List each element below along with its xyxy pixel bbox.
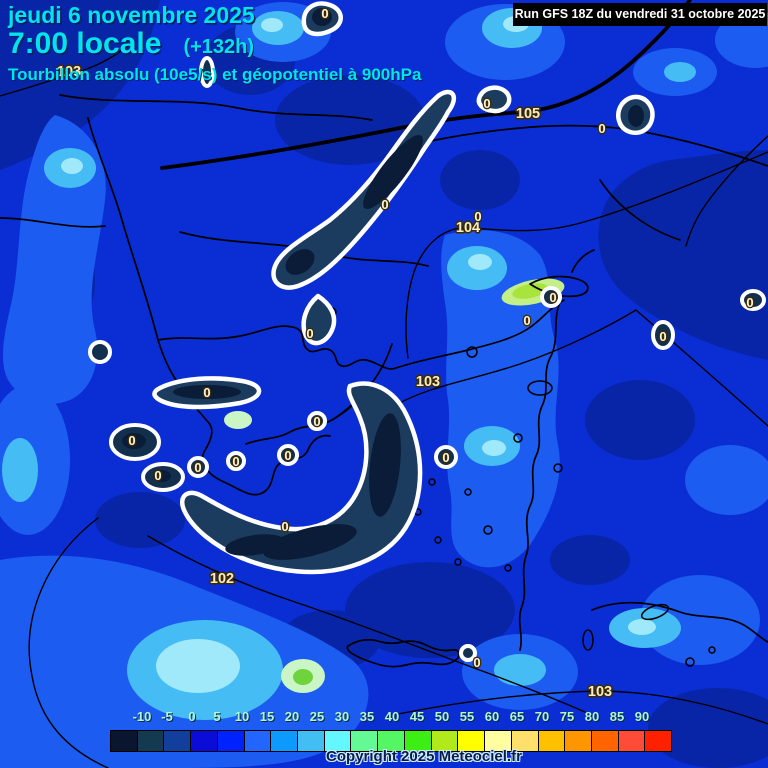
vorticity-zero-contours <box>88 1 766 662</box>
vorticity-zero-label: 0 <box>598 121 605 136</box>
colorbar-tick-label: 50 <box>434 709 450 724</box>
geopotential-label: 105 <box>516 106 540 122</box>
colorbar-cell <box>351 731 379 751</box>
vorticity-zero-label: 0 <box>313 414 320 429</box>
colorbar-cell <box>244 731 272 751</box>
colorbar-tick-label: 90 <box>634 709 650 724</box>
forecast-offset: (+132h) <box>183 36 255 58</box>
colorbar-tick-label: 30 <box>334 709 350 724</box>
geopotential-label: 103 <box>57 64 81 80</box>
colorbar-tick-label: 60 <box>484 709 500 724</box>
colorbar-cell <box>511 731 539 751</box>
vorticity-zero-label: 0 <box>381 197 388 212</box>
vorticity-zero-label: 0 <box>523 313 530 328</box>
geopotential-label: 102 <box>210 571 234 587</box>
vorticity-zero-label: 0 <box>483 96 490 111</box>
colorbar-cell <box>378 731 405 751</box>
colorbar-cell <box>645 731 672 751</box>
colorbar-tick-label: -5 <box>161 709 173 724</box>
vorticity-zero-label: 0 <box>281 519 288 534</box>
colorbar-cell <box>111 731 138 751</box>
colorbar-tick-label: 0 <box>188 709 196 724</box>
vorticity-zero-label: 0 <box>128 433 135 448</box>
green-patches <box>224 278 565 693</box>
colorbar-tick-label: 20 <box>284 709 300 724</box>
colorbar-tick-label: 45 <box>409 709 425 724</box>
colorbar-tick-label: 5 <box>213 709 221 724</box>
vorticity-zero-label: 0 <box>284 448 291 463</box>
colorbar-tick-label: 10 <box>234 709 250 724</box>
colorbar-cell <box>217 731 245 751</box>
colorbar-tick-label: 70 <box>534 709 550 724</box>
colorbar <box>110 730 672 752</box>
colorbar-labels: -10 -5 0 5 10 15 20 25 30 35 40 45 50 55 60 65 70 75 80 85 9… <box>0 709 768 727</box>
colorbar-tick-label: 80 <box>584 709 600 724</box>
colorbar-tick-label: 40 <box>384 709 400 724</box>
colorbar-cell <box>191 731 218 751</box>
geopotential-label: 103 <box>416 374 440 390</box>
colorbar-tick-label: 15 <box>259 709 275 724</box>
colorbar-cell <box>137 731 165 751</box>
colorbar-cell <box>538 731 566 751</box>
colorbar-tick-label: 55 <box>459 709 475 724</box>
colorbar-cell <box>404 731 432 751</box>
geopotential-label: 104 <box>456 220 480 236</box>
copyright-text: Copyright 2025 Meteociel.fr <box>326 748 522 765</box>
colorbar-cell <box>485 731 512 751</box>
colorbar-tick-label: 75 <box>559 709 575 724</box>
vorticity-zero-label: 0 <box>659 329 666 344</box>
colorbar-cell <box>618 731 646 751</box>
colorbar-cell <box>591 731 619 751</box>
vorticity-zero-label: 0 <box>154 468 161 483</box>
vorticity-zero-label: 0 <box>203 385 210 400</box>
colorbar-cell <box>565 731 592 751</box>
colorbar-tick-label: 65 <box>509 709 525 724</box>
map-title-block: jeudi 6 novembre 2025 7:00 locale (+132h… <box>8 2 421 85</box>
geopotential-label: 103 <box>588 684 612 700</box>
vorticity-zero-label: 0 <box>194 460 201 475</box>
contour-labels: 103 105 104 103 102 103 0 0 0 0 0 0 0 0 0 0 0 0 0 0 0 0 0 0 0 0 <box>55 5 755 702</box>
forecast-time: 7:00 locale <box>8 27 162 60</box>
vorticity-zero-label: 0 <box>232 454 239 469</box>
colorbar-cell <box>271 731 299 751</box>
colorbar-cell <box>324 731 352 751</box>
colorbar-cell <box>164 731 192 751</box>
vorticity-zero-label: 0 <box>746 295 753 310</box>
colorbar-cell <box>458 731 486 751</box>
vorticity-zero-label: 0 <box>321 6 328 21</box>
vorticity-zero-label: 0 <box>474 209 481 224</box>
colorbar-tick-label: 35 <box>359 709 375 724</box>
vorticity-zero-label: 0 <box>473 655 480 670</box>
colorbar-cell <box>431 731 459 751</box>
forecast-date: jeudi 6 novembre 2025 <box>8 2 255 28</box>
colorbar-tick-label: 25 <box>309 709 325 724</box>
colorbar-tick-label: -10 <box>132 709 152 724</box>
vorticity-zero-label: 0 <box>549 290 556 305</box>
vorticity-zero-label: 0 <box>306 326 313 341</box>
colorbar-tick-label: 85 <box>609 709 625 724</box>
parameter-subtitle: Tourbillon absolu (10e5/s) et géopotenti… <box>8 65 422 84</box>
run-info-box: Run GFS 18Z du vendredi 31 octobre 2025 <box>513 3 767 26</box>
colorbar-cell <box>298 731 325 751</box>
vorticity-zero-label: 0 <box>442 450 449 465</box>
